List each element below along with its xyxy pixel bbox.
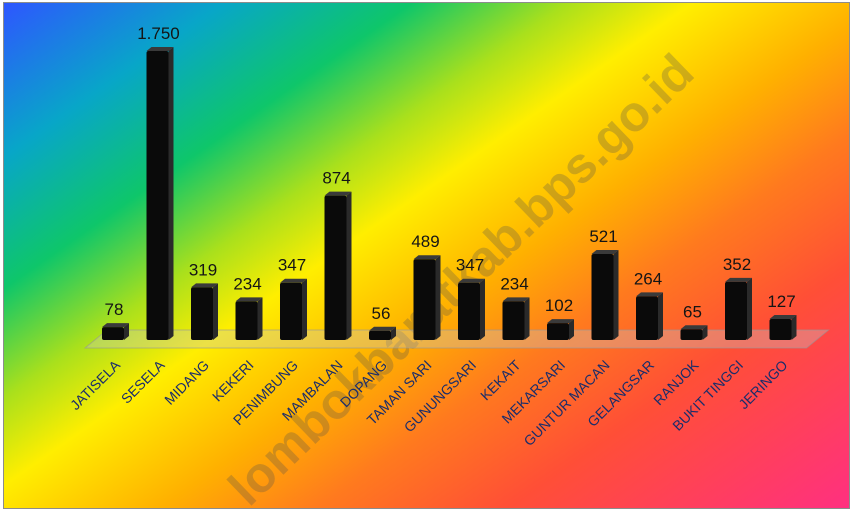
category-label-sesela: SESELA (118, 356, 168, 406)
bar-top (235, 297, 263, 302)
bar-top (591, 249, 619, 254)
bar-front (235, 301, 258, 340)
bar-top (547, 319, 574, 324)
value-label-ranjok: 65 (683, 302, 702, 321)
bar-side (747, 277, 752, 340)
bar-front (502, 301, 525, 340)
bar-sesela (146, 47, 174, 340)
bar-gunungsari (458, 278, 485, 340)
bar-side (346, 191, 352, 340)
bar-guntur-macan (591, 249, 619, 340)
value-label-penimbung: 347 (278, 256, 306, 275)
bar-side (480, 278, 485, 340)
category-label-midang: MIDANG (161, 357, 212, 408)
bar-top (146, 47, 174, 51)
bar-top (191, 283, 218, 288)
bar-front (324, 195, 347, 340)
bar-front (591, 253, 614, 340)
bar-gelangsar (636, 292, 663, 340)
bar-side (257, 297, 263, 340)
watermark: lombokbaratkab.bps.go.id (218, 43, 705, 509)
bar-ranjok (680, 325, 708, 340)
bar-front (413, 259, 436, 340)
bar-front (769, 319, 792, 340)
bar-kekeri (235, 297, 263, 340)
bar-side (658, 292, 663, 340)
value-label-mekarsari: 102 (545, 296, 573, 315)
value-labels: 78 1.750 319 234 347 874 56 489 347 234 102 521 264 6… (105, 24, 796, 323)
bar-jatisela (102, 323, 129, 340)
bar-top (102, 323, 129, 328)
bar-dopang (369, 326, 396, 340)
bar-midang (191, 283, 218, 340)
bar-side (391, 326, 396, 340)
value-label-kekait: 234 (500, 274, 528, 293)
bar-front (280, 282, 302, 340)
category-label-jeringo: JERINGO (735, 357, 790, 412)
bar-side (791, 315, 797, 340)
bar-front (547, 323, 569, 340)
bar-jeringo (769, 315, 797, 340)
bar-front (369, 330, 391, 340)
bar-front (102, 327, 124, 340)
bar-top (280, 278, 307, 283)
bar-taman-sari (413, 255, 441, 340)
value-label-gunungsari: 347 (456, 256, 484, 275)
bar-side (524, 297, 530, 340)
value-label-jeringo: 127 (767, 292, 795, 311)
bar-side (302, 278, 307, 340)
bar-kekait (502, 297, 530, 340)
category-labels: JATISELASESELAMIDANGKEKERIPENIMBUNGMAMBA… (67, 356, 791, 449)
bar-top (324, 191, 352, 196)
bar-top (413, 255, 441, 260)
bar-side (213, 283, 218, 340)
value-label-midang: 319 (189, 260, 217, 279)
value-label-taman-sari: 489 (411, 232, 439, 251)
bar-top (458, 278, 485, 283)
bar-mambalan (324, 191, 352, 340)
bar-series (102, 47, 797, 340)
bar-front (458, 282, 480, 340)
bar-front (725, 281, 747, 340)
bar-top (680, 325, 708, 330)
value-label-guntur-macan: 521 (589, 227, 617, 246)
bar-front (636, 296, 658, 340)
value-label-bukit-tinggi: 352 (723, 255, 751, 274)
bar-top (725, 277, 752, 282)
value-label-dopang: 56 (372, 304, 391, 323)
bar-front (146, 51, 169, 340)
bar-chart: lombokbaratkab.bps.go.id 78 1.750 319 234 34… (67, 24, 830, 509)
bar-side (613, 249, 619, 340)
bar-side (702, 325, 708, 340)
bar-top (502, 297, 530, 302)
bar-top (369, 326, 396, 331)
bar-side (435, 255, 441, 340)
bar-side (124, 323, 129, 340)
value-label-mambalan: 874 (322, 169, 350, 188)
category-label-jatisela: JATISELA (67, 356, 124, 413)
bar-mekarsari (547, 319, 574, 340)
bar-penimbung (280, 278, 307, 340)
value-label-kekeri: 234 (233, 274, 261, 293)
bar-top (636, 292, 663, 297)
bar-top (769, 315, 797, 320)
bar-bukit-tinggi (725, 277, 752, 340)
bar-side (168, 47, 174, 340)
chart-frame: lombokbaratkab.bps.go.id 78 1.750 319 234 34… (3, 2, 850, 509)
value-label-gelangsar: 264 (634, 269, 662, 288)
value-label-sesela: 1.750 (137, 24, 180, 43)
value-label-jatisela: 78 (105, 300, 124, 319)
bar-front (680, 329, 703, 340)
bar-front (191, 287, 213, 340)
bar-side (569, 319, 574, 340)
